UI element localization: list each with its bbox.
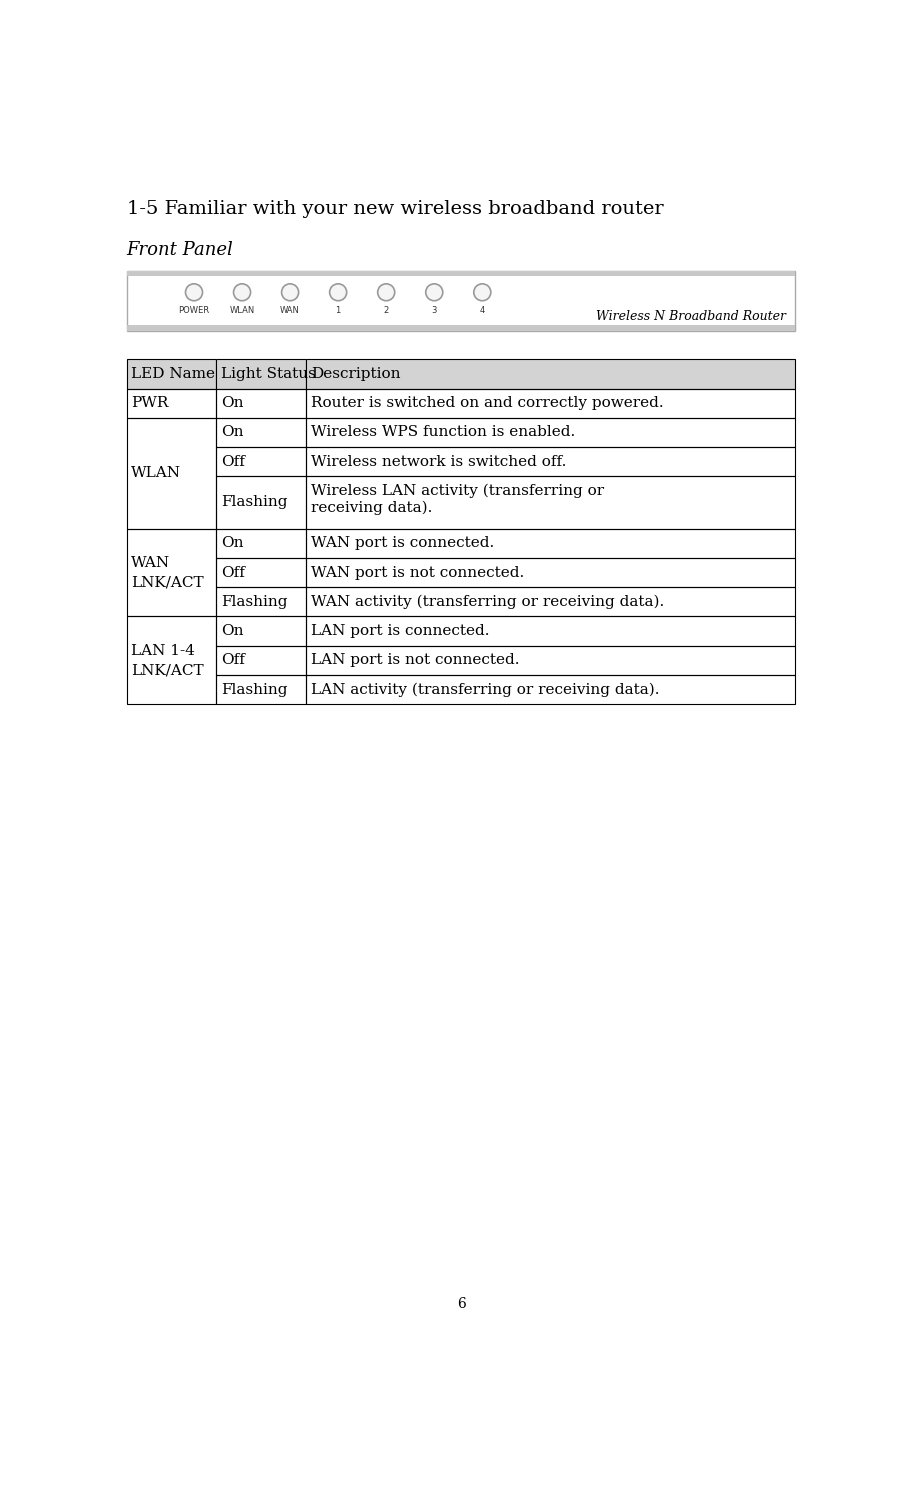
Text: On: On [221,397,243,410]
Bar [216,587,306,617]
Bar [306,360,796,388]
Text: WLAN: WLAN [132,467,181,480]
Bar [216,477,306,529]
Bar [126,388,216,418]
Text: Flashing: Flashing [221,594,287,609]
Bar [306,617,796,646]
Bar [306,646,796,675]
Text: On: On [221,536,243,550]
Text: 6: 6 [458,1297,466,1311]
Bar [216,447,306,477]
Bar [306,447,796,477]
Bar [216,360,306,388]
Bar [306,418,796,447]
Text: WAN port is not connected.: WAN port is not connected. [311,566,524,580]
Bar [306,587,796,617]
Bar [306,388,796,418]
Circle shape [282,284,298,300]
Text: WAN
LNK/ACT: WAN LNK/ACT [132,556,204,590]
Text: Off: Off [221,566,245,580]
Bar [306,557,796,587]
Text: receiving data).: receiving data). [311,501,432,516]
Text: LAN port is connected.: LAN port is connected. [311,624,489,637]
Bar [126,270,796,276]
Bar [126,529,216,617]
Circle shape [233,284,250,300]
Bar [126,360,216,388]
Bar [126,418,216,529]
Bar [216,617,306,646]
Text: POWER: POWER [178,306,210,315]
Text: LAN port is not connected.: LAN port is not connected. [311,654,520,667]
Text: Flashing: Flashing [221,495,287,510]
Text: LAN activity (transferring or receiving data).: LAN activity (transferring or receiving … [311,682,660,697]
Bar [216,418,306,447]
Bar [306,529,796,557]
Text: WAN port is connected.: WAN port is connected. [311,536,495,550]
Bar [216,675,306,704]
Bar [216,646,306,675]
Text: Wireless N Broadband Router: Wireless N Broadband Router [596,311,786,322]
Bar [306,675,796,704]
Text: Flashing: Flashing [221,682,287,697]
Circle shape [378,284,395,300]
Bar [216,388,306,418]
Text: Wireless network is switched off.: Wireless network is switched off. [311,455,567,468]
Bar [216,529,306,557]
Text: WAN activity (transferring or receiving data).: WAN activity (transferring or receiving … [311,594,664,609]
Text: Off: Off [221,455,245,468]
Text: Front Panel: Front Panel [126,241,233,260]
Text: WLAN: WLAN [230,306,255,315]
Circle shape [186,284,203,300]
Text: 1: 1 [335,306,341,315]
Text: LED Name: LED Name [132,367,215,380]
Text: Description: Description [311,367,401,380]
Bar [126,270,796,331]
Circle shape [426,284,442,300]
Bar [306,360,796,388]
Text: Light Status: Light Status [221,367,316,380]
Text: Wireless LAN activity (transferring or: Wireless LAN activity (transferring or [311,484,605,498]
Bar [126,360,216,388]
Text: Router is switched on and correctly powered.: Router is switched on and correctly powe… [311,397,664,410]
Bar [306,477,796,529]
Text: LAN 1-4
LNK/ACT: LAN 1-4 LNK/ACT [132,643,204,678]
Text: Off: Off [221,654,245,667]
Text: Wireless WPS function is enabled.: Wireless WPS function is enabled. [311,425,575,440]
Text: 1-5 Familiar with your new wireless broadband router: 1-5 Familiar with your new wireless broa… [126,201,663,218]
Text: PWR: PWR [132,397,168,410]
Bar [126,617,216,704]
Text: On: On [221,425,243,440]
Text: On: On [221,624,243,637]
Circle shape [330,284,347,300]
Bar [216,360,306,388]
Text: 3: 3 [432,306,437,315]
Circle shape [474,284,491,300]
Bar [126,325,796,331]
Text: 4: 4 [479,306,485,315]
Text: WAN: WAN [280,306,300,315]
Bar [216,557,306,587]
Text: 2: 2 [384,306,389,315]
